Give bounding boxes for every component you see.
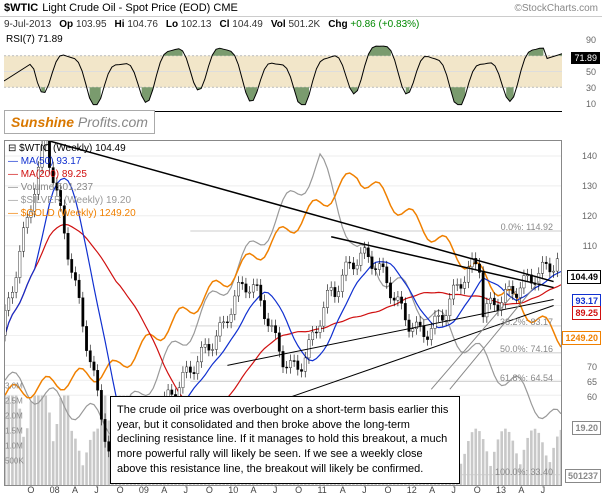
attribution: ©StockCharts.com — [514, 3, 598, 14]
change: Chg +0.86 (+0.83%) — [328, 19, 419, 30]
fib-label: 38.2%: 83.17 — [500, 317, 553, 327]
x-tick: O — [474, 485, 481, 495]
x-tick: O — [206, 485, 213, 495]
x-tick: 10 — [228, 485, 238, 495]
rsi-label: RSI(7) 71.89 — [6, 34, 63, 45]
time-x-axis: O 08 A J O 09 A J O 10 A J O 11 A J O 12 A J O 13 A J — [5, 485, 561, 499]
legend-item: — Volume 501,237 — [8, 181, 136, 194]
x-tick: J — [451, 485, 456, 495]
x-tick: O — [117, 485, 124, 495]
fib-label: 61.8%: 64.54 — [500, 373, 553, 383]
x-tick: 09 — [139, 485, 149, 495]
x-tick: J — [94, 485, 99, 495]
fib-label: 100.0%: 33.40 — [495, 467, 553, 477]
rsi-value-box: 71.89 — [571, 52, 600, 64]
watermark: Sunshine Profits.com — [4, 110, 155, 134]
volume-box: 501237 — [565, 469, 601, 483]
x-tick: A — [161, 485, 167, 495]
x-tick: A — [518, 485, 524, 495]
rsi-panel: RSI(7) 71.89 9070503010 71.89 — [4, 32, 562, 112]
x-tick: 08 — [50, 485, 60, 495]
chart-header: $WTIC Light Crude Oil - Spot Price (EOD)… — [0, 0, 602, 17]
price-box: 19.20 — [572, 421, 601, 435]
x-tick: J — [184, 485, 189, 495]
volume: Vol 501.2K — [271, 19, 320, 30]
x-tick: 13 — [496, 485, 506, 495]
annotation: The crude oil price was overbought on a … — [110, 396, 460, 484]
low: Lo 102.13 — [166, 19, 212, 30]
rsi-y-axis: 9070503010 — [564, 32, 598, 111]
legend-item: — $GOLD (Weekly) 1249.20 — [8, 207, 136, 220]
fib-label: 0.0%: 114.92 — [501, 222, 553, 232]
symbol-desc: Light Crude Oil - Spot Price (EOD) CME — [42, 2, 238, 14]
x-tick: A — [72, 485, 78, 495]
legend-item: — MA(200) 89.25 — [8, 168, 136, 181]
fib-label: 50.0%: 74.16 — [500, 344, 553, 354]
price-box: 1249.20 — [562, 331, 601, 345]
legend: ⊟ $WTIC (Weekly) 104.49— MA(50) 93.17— M… — [8, 142, 136, 220]
rsi-plot — [4, 32, 562, 111]
x-tick: O — [384, 485, 391, 495]
price-box: 104.49 — [567, 270, 601, 284]
x-tick: 12 — [407, 485, 417, 495]
legend-item: — MA(50) 93.17 — [8, 155, 136, 168]
legend-item: — $SILVER (Weekly) 19.20 — [8, 194, 136, 207]
date: 9-Jul-2013 — [4, 19, 51, 30]
close: Cl 104.49 — [220, 19, 263, 30]
x-tick: 11 — [317, 485, 326, 495]
x-tick: J — [362, 485, 367, 495]
x-tick: A — [340, 485, 346, 495]
ohlc-bar: 9-Jul-2013 Op 103.95 Hi 104.76 Lo 102.13… — [0, 17, 602, 32]
x-tick: J — [541, 485, 546, 495]
symbol: $WTIC — [4, 2, 38, 14]
open: Op 103.95 — [59, 19, 106, 30]
x-tick: O — [295, 485, 302, 495]
legend-item: ⊟ $WTIC (Weekly) 104.49 — [8, 142, 136, 155]
x-tick: O — [27, 485, 34, 495]
x-tick: A — [251, 485, 257, 495]
x-tick: A — [429, 485, 435, 495]
price-box: 89.25 — [572, 306, 601, 320]
x-tick: J — [273, 485, 278, 495]
high: Hi 104.76 — [115, 19, 158, 30]
